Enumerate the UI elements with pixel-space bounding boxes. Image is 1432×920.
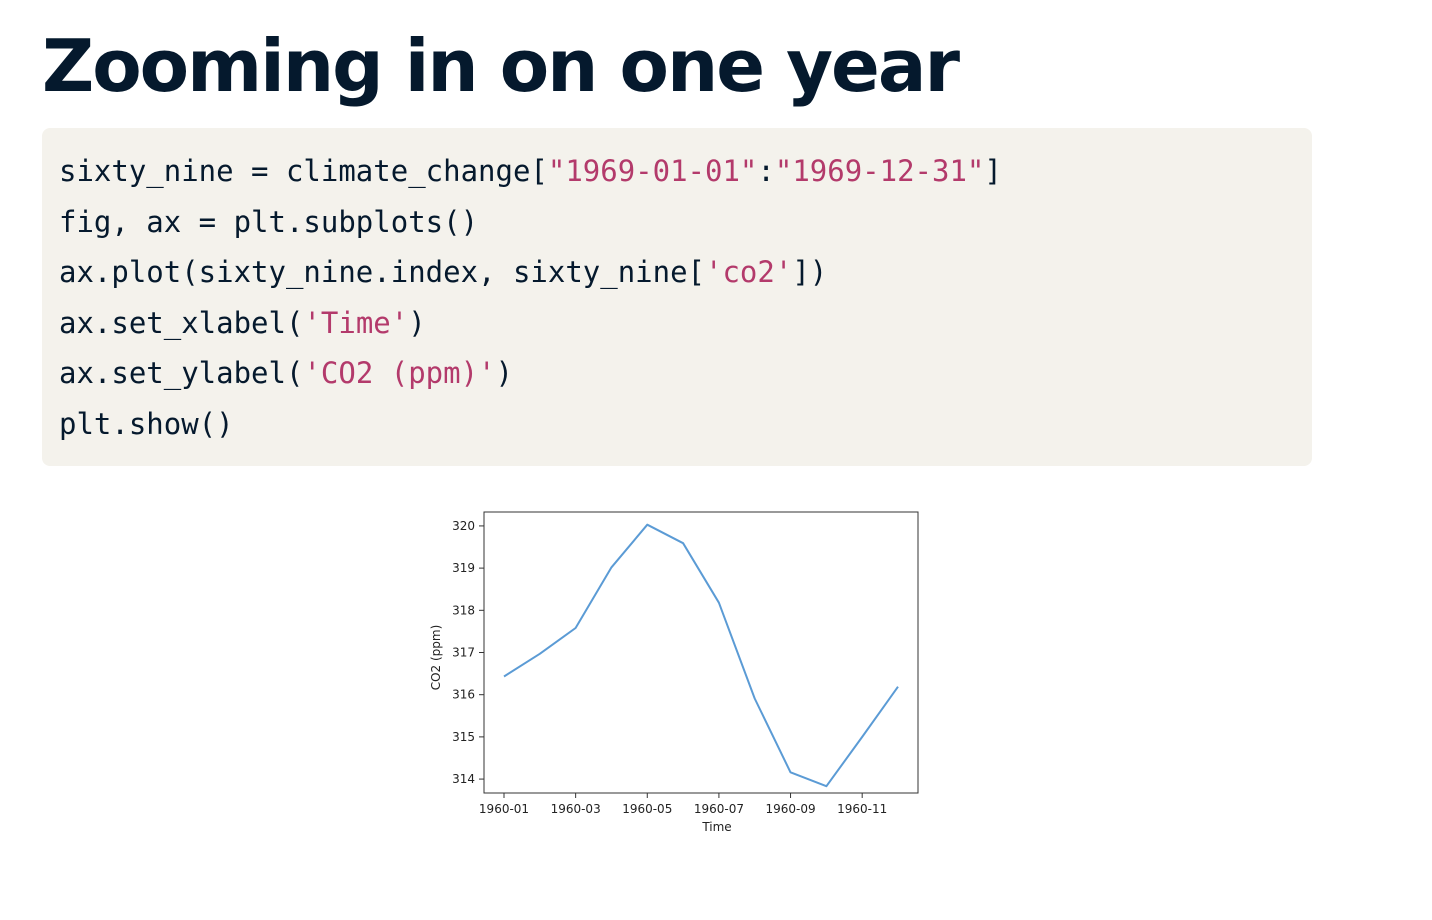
y-tick-label: 318: [452, 603, 475, 617]
y-tick-label: 314: [452, 772, 475, 786]
code-string-token: 'Time': [303, 305, 409, 340]
y-tick-label: 315: [452, 730, 475, 744]
code-line: sixty_nine = climate_change["1969-01-01"…: [59, 146, 1312, 197]
line-chart: 314 315 316 317 318 319 320 1960-01 1960-03 1960-…: [420, 500, 940, 850]
y-axis-label: CO2 (ppm): [429, 625, 443, 691]
code-string-token: "1969-01-01": [547, 154, 758, 188]
code-string-token: 'co2': [705, 255, 793, 290]
code-line: ax.set_xlabel('Time'): [59, 298, 1312, 349]
chart-svg: 314 315 316 317 318 319 320 1960-01 1960-03 1960-…: [429, 511, 919, 834]
code-token: plt.show(): [59, 406, 234, 441]
code-token: ]: [984, 154, 1002, 188]
code-line: plt.show(): [59, 399, 1312, 450]
code-token: ax.set_xlabel(: [59, 305, 304, 340]
code-token: fig, ax = plt.subplots(): [59, 204, 479, 239]
x-tick-label: 1960-07: [694, 802, 744, 816]
code-string-token: 'CO2 (ppm)': [303, 356, 496, 391]
code-line: ax.set_ylabel('CO2 (ppm)'): [59, 348, 1312, 399]
x-tick-label: 1960-11: [837, 802, 887, 816]
x-tick-label: 1960-09: [765, 802, 815, 816]
x-tick-label: 1960-03: [551, 802, 601, 816]
x-tick-label: 1960-05: [622, 802, 672, 816]
code-token: ): [495, 356, 513, 391]
code-token: ]): [792, 255, 828, 290]
x-axis-label: Time: [701, 820, 731, 834]
y-tick-label: 317: [452, 646, 475, 660]
code-token: sixty_nine = climate_change[: [59, 154, 548, 188]
y-tick-label: 320: [452, 519, 475, 533]
code-token: ): [408, 305, 426, 340]
y-tick-label: 316: [452, 688, 475, 702]
x-tick-label: 1960-01: [479, 802, 529, 816]
series-line: [503, 523, 899, 788]
page-title: Zooming in on one year: [42, 24, 960, 108]
code-token: ax.set_ylabel(: [59, 356, 304, 391]
code-line: ax.plot(sixty_nine.index, sixty_nine['co…: [59, 247, 1312, 298]
code-token: :: [757, 154, 775, 188]
code-block: sixty_nine = climate_change["1969-01-01"…: [42, 128, 1312, 466]
code-string-token: "1969-12-31": [774, 154, 985, 188]
code-token: ax.plot(sixty_nine.index, sixty_nine[: [59, 255, 706, 290]
y-tick-label: 319: [452, 561, 475, 575]
code-line: fig, ax = plt.subplots(): [59, 197, 1312, 248]
